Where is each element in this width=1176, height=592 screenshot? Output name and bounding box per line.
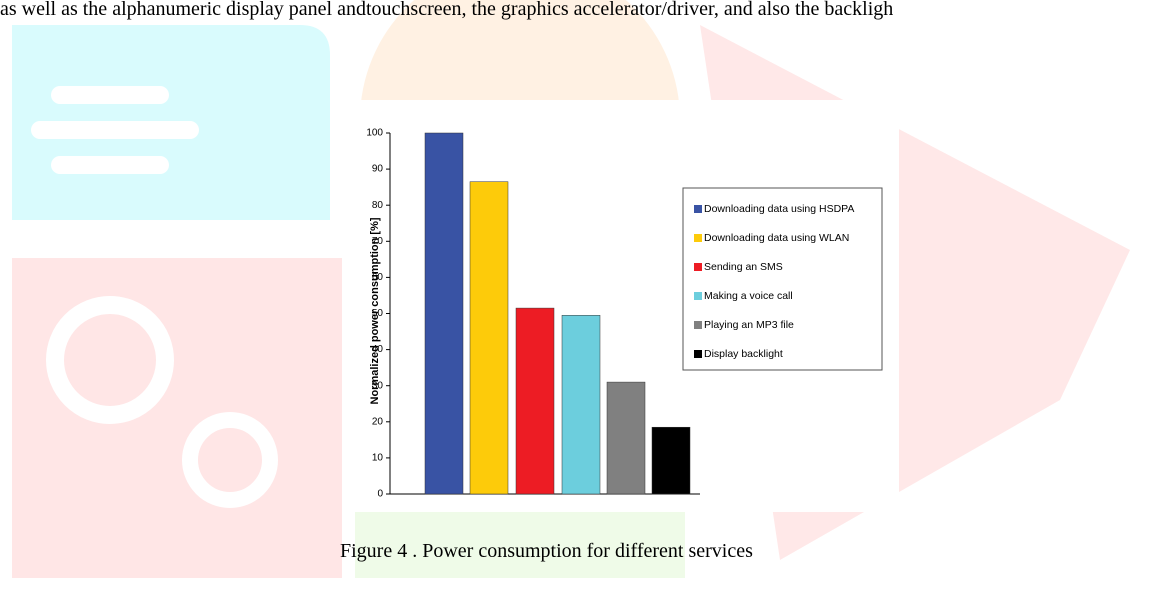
y-tick-label: 50 <box>372 308 384 319</box>
y-tick-label: 40 <box>372 344 384 355</box>
legend-label: Downloading data using HSDPA <box>704 203 854 215</box>
body-text: as well as the alphanumeric display pane… <box>0 0 894 20</box>
figure-caption: Figure 4 . Power consumption for differe… <box>340 540 753 562</box>
legend-swatch <box>694 234 702 242</box>
y-tick-label: 100 <box>366 128 383 139</box>
y-tick-label: 60 <box>372 272 384 283</box>
bar <box>606 381 646 495</box>
y-tick-label: 10 <box>372 453 384 464</box>
y-axis-label: Normalized power consumption [%] <box>369 217 381 404</box>
legend-box <box>682 187 883 371</box>
legend-swatch <box>694 321 702 329</box>
bar <box>651 426 691 495</box>
legend-label: Playing an MP3 file <box>704 319 794 331</box>
legend-swatch <box>694 205 702 213</box>
legend-swatch <box>694 263 702 271</box>
watermark-shape <box>31 86 199 174</box>
legend-swatch <box>694 292 702 300</box>
watermark-shape <box>46 296 174 424</box>
legend-label: Sending an SMS <box>704 261 783 273</box>
bar <box>561 315 601 495</box>
legend-swatch <box>694 350 702 358</box>
legend-label: Making a voice call <box>704 290 793 302</box>
chart: Normalized power consumption [%] 0 10 20 30… <box>355 100 899 512</box>
bar <box>424 132 464 495</box>
y-tick-label: 20 <box>372 416 384 427</box>
watermark-shape <box>12 258 342 578</box>
y-tick-label: 0 <box>377 489 383 500</box>
y-tick-label: 80 <box>372 200 384 211</box>
y-tick-label: 90 <box>372 164 384 175</box>
legend-label: Display backlight <box>704 348 783 360</box>
bar <box>469 181 509 495</box>
bar <box>515 307 555 495</box>
legend-label: Downloading data using WLAN <box>704 232 849 244</box>
y-tick-label: 30 <box>372 380 384 391</box>
watermark-shape <box>182 412 278 508</box>
y-tick-label: 70 <box>372 236 384 247</box>
